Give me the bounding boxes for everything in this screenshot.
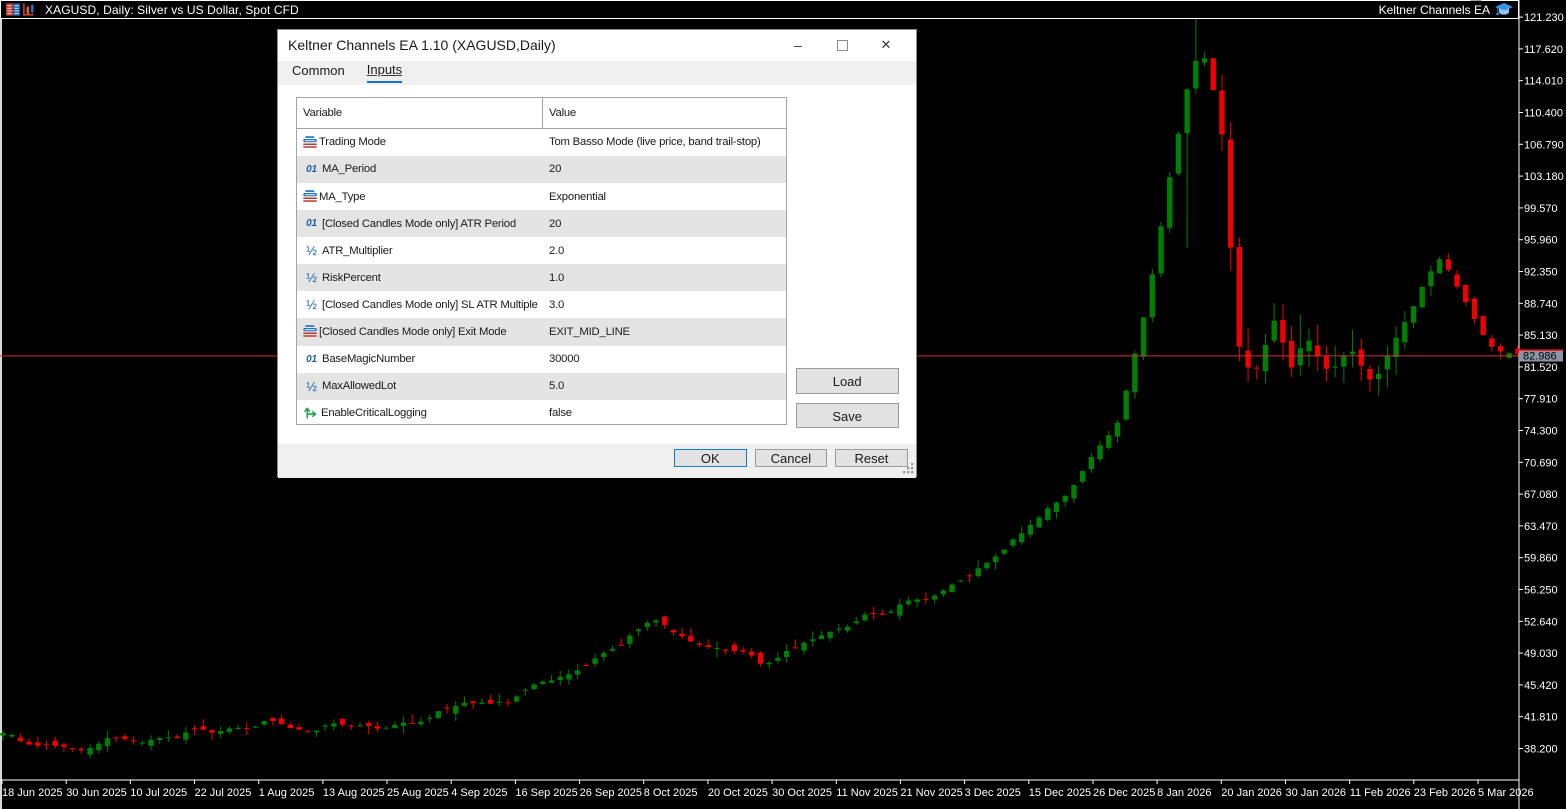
svg-text:18 Jun 2025: 18 Jun 2025 [2,787,63,799]
svg-text:110.400: 110.400 [1524,108,1563,120]
svg-text:26 Dec 2025: 26 Dec 2025 [1093,787,1155,799]
svg-text:1 Aug 2025: 1 Aug 2025 [259,787,315,799]
svg-text:49.030: 49.030 [1524,648,1558,660]
svg-text:13 Aug 2025: 13 Aug 2025 [323,787,385,799]
svg-text:85.130: 85.130 [1524,330,1558,342]
svg-text:117.620: 117.620 [1524,44,1563,56]
svg-text:99.570: 99.570 [1524,203,1558,215]
svg-text:22 Jul 2025: 22 Jul 2025 [195,787,252,799]
svg-text:106.790: 106.790 [1524,139,1564,151]
svg-text:114.010: 114.010 [1524,76,1563,88]
svg-text:10 Jul 2025: 10 Jul 2025 [130,787,187,799]
svg-text:30 Jun 2025: 30 Jun 2025 [66,787,127,799]
svg-text:20 Oct 2025: 20 Oct 2025 [708,787,768,799]
svg-text:3 Dec 2025: 3 Dec 2025 [965,787,1021,799]
svg-text:8 Jan 2026: 8 Jan 2026 [1157,787,1211,799]
svg-text:21 Nov 2025: 21 Nov 2025 [900,787,962,799]
svg-text:11 Feb 2026: 11 Feb 2026 [1350,787,1411,799]
svg-text:45.420: 45.420 [1524,680,1558,692]
svg-text:70.690: 70.690 [1524,457,1558,469]
svg-text:5 Mar 2026: 5 Mar 2026 [1478,787,1534,799]
svg-text:59.860: 59.860 [1524,553,1558,565]
svg-text:38.200: 38.200 [1524,744,1558,756]
svg-text:121.230: 121.230 [1524,12,1564,24]
svg-text:63.470: 63.470 [1524,521,1558,533]
svg-text:26 Sep 2025: 26 Sep 2025 [580,787,642,799]
svg-text:8 Oct 2025: 8 Oct 2025 [644,787,698,799]
svg-text:74.300: 74.300 [1524,426,1558,438]
svg-text:30 Oct 2025: 30 Oct 2025 [772,787,832,799]
svg-text:4 Sep 2025: 4 Sep 2025 [451,787,507,799]
svg-text:15 Dec 2025: 15 Dec 2025 [1029,787,1091,799]
svg-text:41.810: 41.810 [1524,712,1558,724]
svg-text:56.250: 56.250 [1524,585,1558,597]
svg-text:52.640: 52.640 [1524,616,1558,628]
svg-text:82.986: 82.986 [1523,351,1557,363]
svg-text:81.520: 81.520 [1524,362,1558,374]
svg-text:103.180: 103.180 [1524,171,1564,183]
svg-text:95.960: 95.960 [1524,235,1558,247]
svg-text:88.740: 88.740 [1524,298,1558,310]
svg-text:25 Aug 2025: 25 Aug 2025 [387,787,449,799]
svg-text:77.910: 77.910 [1524,394,1558,406]
svg-text:30 Jan 2026: 30 Jan 2026 [1286,787,1347,799]
svg-text:92.350: 92.350 [1524,267,1558,279]
svg-text:23 Feb 2026: 23 Feb 2026 [1414,787,1476,799]
svg-text:11 Nov 2025: 11 Nov 2025 [836,787,898,799]
svg-text:20 Jan 2026: 20 Jan 2026 [1221,787,1282,799]
svg-text:67.080: 67.080 [1524,489,1558,501]
svg-text:16 Sep 2025: 16 Sep 2025 [515,787,577,799]
